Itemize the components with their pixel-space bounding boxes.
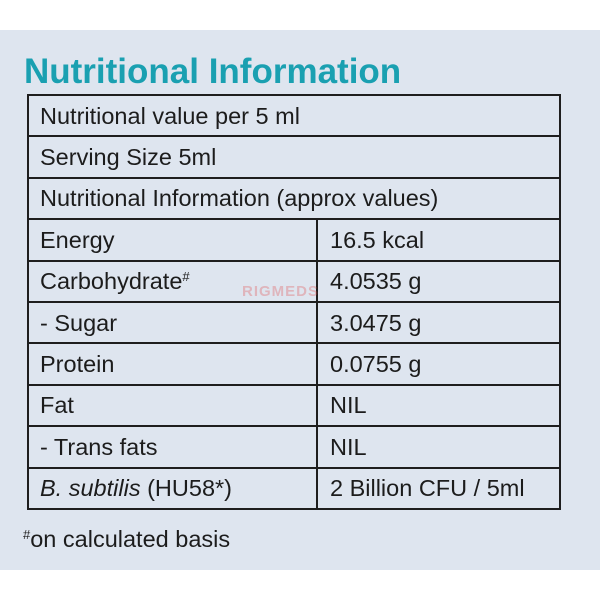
footnote-text: on calculated basis	[30, 526, 231, 552]
sugar-label: - Sugar	[27, 300, 318, 345]
sugar-value: 3.0475 g	[316, 300, 561, 345]
b-subtilis-strain: (HU58*)	[140, 475, 232, 502]
b-subtilis-cell: B. subtilis (HU58*)	[27, 466, 318, 510]
footnote: #on calculated basis	[23, 525, 230, 553]
nutrition-table: Nutritional value per 5 ml Serving Size …	[27, 93, 561, 510]
table-row: - Trans fats NIL	[27, 425, 561, 469]
table-row: Nutritional value per 5 ml	[27, 93, 561, 138]
carbohydrate-cell: Carbohydrate#	[27, 259, 318, 303]
table-row: B. subtilis (HU58*) 2 Billion CFU / 5ml	[27, 466, 561, 510]
b-subtilis-value: 2 Billion CFU / 5ml	[316, 466, 561, 510]
table-row: Energy 16.5 kcal	[27, 218, 561, 262]
energy-value: 16.5 kcal	[316, 218, 561, 262]
carbohydrate-label: Carbohydrate	[40, 268, 183, 295]
table-row: - Sugar 3.0475 g	[27, 300, 561, 345]
panel-title: Nutritional Information	[24, 52, 402, 91]
footnote-marker: #	[182, 269, 190, 285]
protein-label: Protein	[27, 342, 318, 386]
fat-value: NIL	[316, 383, 561, 428]
value-per-serving: Nutritional value per 5 ml	[27, 93, 561, 138]
b-subtilis-name: B. subtilis	[40, 475, 141, 502]
energy-label: Energy	[27, 218, 318, 262]
table-row: Protein 0.0755 g	[27, 342, 561, 386]
footnote-marker: #	[23, 527, 31, 542]
table-row: Carbohydrate# 4.0535 g	[27, 259, 561, 303]
table-row: Fat NIL	[27, 383, 561, 428]
carbohydrate-value: 4.0535 g	[316, 259, 561, 303]
table-row: Nutritional Information (approx values)	[27, 176, 561, 221]
table-row: Serving Size 5ml	[27, 135, 561, 179]
info-heading: Nutritional Information (approx values)	[27, 176, 561, 221]
trans-fats-label: - Trans fats	[27, 425, 318, 469]
fat-label: Fat	[27, 383, 318, 428]
protein-value: 0.0755 g	[316, 342, 561, 386]
trans-fats-value: NIL	[316, 425, 561, 469]
serving-size: Serving Size 5ml	[27, 135, 561, 179]
watermark-logo: RIGMEDS	[242, 283, 320, 300]
